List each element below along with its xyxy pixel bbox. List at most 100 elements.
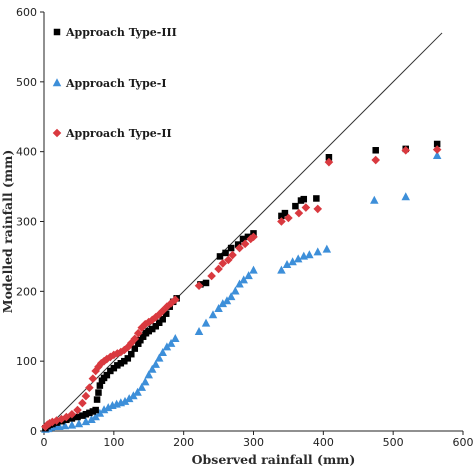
- triangle-data-point: [305, 250, 314, 259]
- legend-label: Approach Type-II: [65, 127, 172, 140]
- square-data-point: [152, 323, 159, 330]
- triangle-data-point: [235, 279, 244, 288]
- diamond-data-point: [166, 298, 176, 308]
- square-data-point: [103, 371, 111, 379]
- triangle-data-point: [214, 303, 223, 312]
- diamond-data-point: [126, 338, 136, 348]
- square-data-point: [148, 325, 156, 333]
- triangle-data-point: [67, 420, 77, 429]
- square-data-point: [281, 209, 289, 217]
- triangle-data-point: [293, 254, 303, 263]
- triangle-data-point: [124, 394, 134, 403]
- triangle-data-point: [218, 299, 228, 308]
- square-data-point: [135, 340, 142, 347]
- legend: Approach Type-III Approach Type-I Approach…: [52, 26, 177, 140]
- triangle-data-point: [95, 408, 105, 417]
- triangle-data-point: [313, 247, 322, 256]
- triangle-data-point: [322, 244, 332, 253]
- x-tick-label: 300: [243, 436, 264, 449]
- diamond-data-point: [432, 145, 442, 154]
- triangle-data-point: [133, 387, 142, 396]
- diamond-data-point: [224, 255, 233, 265]
- triangle-data-point: [91, 412, 100, 421]
- diamond-data-point: [214, 264, 223, 274]
- square-data-point: [145, 327, 152, 335]
- y-tick-label: 400: [16, 146, 37, 159]
- square-data-point: [121, 357, 128, 365]
- triangle-data-point: [147, 364, 157, 373]
- triangle-data-point: [141, 377, 150, 386]
- legend-marker-triangle: [52, 78, 62, 87]
- square-data-point: [227, 244, 235, 252]
- diamond-data-point: [81, 391, 91, 401]
- triangle-data-point: [244, 271, 253, 280]
- diamond-data-point: [401, 145, 411, 155]
- triangle-data-point: [81, 417, 91, 426]
- triangle-data-point: [432, 151, 442, 160]
- square-data-point: [292, 202, 299, 210]
- reference-line-group: [43, 32, 443, 432]
- diamond-data-point: [85, 383, 94, 393]
- data-points: [41, 140, 442, 433]
- square-data-point: [107, 367, 114, 375]
- square-data-point: [325, 154, 333, 161]
- triangle-data-point: [120, 396, 130, 405]
- diamond-data-point: [162, 302, 172, 311]
- diamond-data-point: [284, 213, 293, 223]
- series-diamond: [41, 145, 442, 432]
- diamond-data-point: [120, 345, 129, 355]
- triangle-data-point: [208, 310, 218, 319]
- triangle-data-point: [239, 275, 248, 284]
- square-data-point: [139, 333, 147, 340]
- square-data-point: [110, 364, 118, 372]
- square-data-point: [128, 350, 135, 358]
- y-tick-label: 600: [16, 6, 37, 19]
- x-tick-label: 500: [383, 436, 404, 449]
- legend-label: Approach Type-I: [65, 77, 166, 90]
- diamond-data-point: [235, 243, 244, 253]
- square-data-point: [155, 319, 163, 327]
- diamond-data-point: [130, 334, 140, 344]
- triangle-data-point: [162, 342, 172, 351]
- square-data-point: [433, 140, 441, 148]
- y-tick-label: 300: [16, 216, 37, 229]
- square-data-point: [137, 336, 144, 344]
- triangle-data-point: [74, 419, 84, 428]
- triangle-data-point: [249, 265, 258, 274]
- triangle-data-point: [151, 359, 160, 368]
- triangle-data-point: [201, 318, 211, 327]
- diamond-data-point: [313, 204, 323, 214]
- triangle-data-point: [222, 296, 232, 305]
- square-data-point: [117, 360, 125, 367]
- triangle-data-point: [87, 415, 96, 424]
- triangle-data-point: [137, 382, 147, 391]
- diamond-data-point: [73, 405, 82, 415]
- square-data-point: [124, 355, 132, 362]
- square-data-point: [86, 409, 93, 417]
- diamond-data-point: [88, 374, 98, 383]
- diamond-data-point: [194, 281, 204, 291]
- one-to-one-line: [43, 32, 443, 432]
- square-data-point: [239, 235, 247, 243]
- x-tick-label: 600: [453, 436, 474, 449]
- diamond-data-point: [301, 203, 311, 212]
- triangle-data-point: [60, 421, 70, 430]
- square-data-point: [244, 233, 252, 241]
- diamond-data-point: [228, 250, 237, 260]
- diamond-data-point: [277, 217, 286, 226]
- triangle-data-point: [103, 403, 113, 412]
- x-axis-title: Observed rainfall (mm): [192, 452, 356, 467]
- axes: 0 100 200 300 400 500 600 0 100 200 300 400 500 600: [16, 6, 474, 449]
- diamond-data-point: [52, 416, 61, 425]
- square-data-point: [93, 396, 101, 403]
- triangle-data-point: [282, 259, 292, 268]
- diamond-data-point: [371, 155, 381, 165]
- legend-label: Approach Type-III: [65, 26, 177, 39]
- triangle-data-point: [277, 265, 286, 274]
- square-data-point: [79, 412, 86, 419]
- triangle-data-point: [370, 195, 379, 204]
- square-data-point: [278, 212, 285, 220]
- diamond-data-point: [218, 259, 228, 268]
- triangle-data-point: [158, 347, 167, 356]
